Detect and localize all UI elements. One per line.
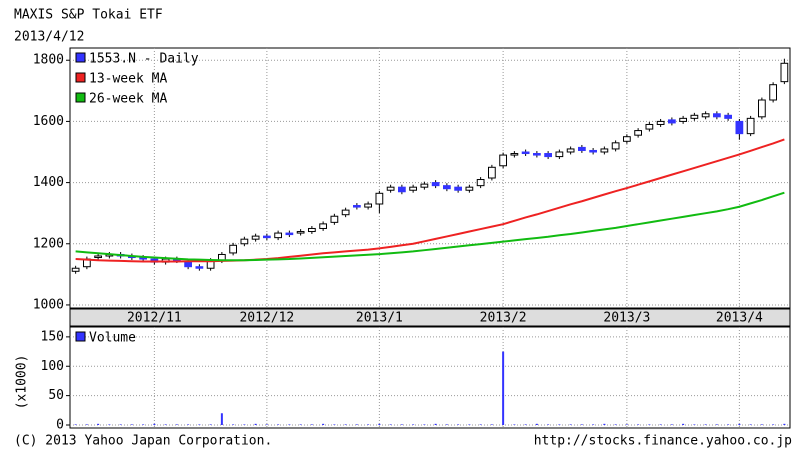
- candle-body: [735, 120, 744, 135]
- candle-body: [746, 117, 755, 135]
- candle-body: [780, 62, 789, 83]
- candle-body: [724, 114, 732, 119]
- legend-label: 26-week MA: [89, 92, 167, 107]
- chart-title: MAXIS S&P Tokai ETF: [14, 8, 163, 23]
- legend-swatch: [75, 331, 86, 342]
- candle-body: [94, 255, 102, 259]
- y-tick-label: 1600: [33, 114, 64, 129]
- candle-body: [701, 113, 710, 118]
- legend-label: 1553.N - Daily: [89, 52, 199, 67]
- candle-body: [476, 179, 485, 187]
- candle-body: [330, 215, 339, 223]
- candle-body: [296, 231, 305, 234]
- candle-body: [465, 186, 474, 191]
- y-tick-label: 1400: [33, 175, 64, 190]
- candle-body: [499, 154, 507, 167]
- candle-body: [308, 227, 316, 233]
- candle-body: [510, 153, 519, 156]
- candle-body: [240, 238, 249, 245]
- candle-body: [274, 232, 282, 239]
- candle-body: [600, 148, 609, 153]
- candle-body: [758, 99, 766, 118]
- candle-body: [544, 153, 552, 158]
- candle-body: [566, 148, 575, 153]
- y-tick-label: 1800: [33, 53, 64, 68]
- y-axis-label: (x1000): [15, 355, 30, 410]
- candle-body: [71, 267, 80, 272]
- chart-subtitle: 2013/4/12: [14, 30, 84, 45]
- y-tick-label: 150: [41, 329, 64, 344]
- candle-body: [375, 192, 384, 205]
- candle-body: [578, 146, 586, 151]
- volume-plot-frame: [69, 326, 791, 429]
- candle-body: [409, 186, 417, 191]
- candle-body: [319, 223, 327, 229]
- legend-swatch: [75, 52, 86, 63]
- legend-label: Volume: [89, 331, 136, 346]
- candle-body: [229, 244, 237, 254]
- moving-average-line: [75, 191, 785, 262]
- candle-body: [533, 153, 541, 156]
- candle-body: [454, 186, 462, 191]
- x-tick-label: 2013/2: [480, 311, 527, 326]
- candle-body: [623, 136, 631, 142]
- candle-body: [488, 166, 496, 179]
- candle-body: [364, 203, 372, 208]
- candle-body: [611, 142, 620, 150]
- candle-body: [645, 123, 654, 130]
- copyright: (C) 2013 Yahoo Japan Corporation.: [14, 434, 272, 449]
- candle-body: [431, 182, 440, 187]
- candle-body: [263, 235, 271, 239]
- candle-body: [656, 120, 665, 125]
- candle-body: [420, 183, 429, 188]
- candle-body: [398, 186, 406, 193]
- legend-label: 13-week MA: [89, 72, 167, 87]
- moving-average-line: [75, 138, 785, 263]
- legend-swatch: [75, 72, 86, 83]
- candle-body: [634, 130, 642, 136]
- candle-body: [589, 149, 597, 153]
- x-tick-label: 2013/1: [356, 311, 403, 326]
- legend-swatch: [75, 92, 86, 103]
- y-tick-label: 1000: [33, 297, 64, 312]
- candle-body: [386, 186, 395, 191]
- candle-body: [353, 205, 361, 208]
- candle-body: [285, 232, 294, 236]
- candle-body: [555, 151, 564, 158]
- y-tick-label: 50: [48, 388, 64, 403]
- y-tick-label: 1200: [33, 236, 64, 251]
- candle-body: [769, 84, 777, 101]
- candle-body: [184, 261, 192, 268]
- candle-body: [713, 113, 721, 118]
- y-tick-label: 0: [56, 418, 64, 433]
- date-axis-band: [69, 308, 791, 327]
- price-plot-frame: [69, 47, 791, 309]
- x-tick-label: 2013/3: [603, 311, 650, 326]
- x-tick-label: 2012/12: [239, 311, 294, 326]
- x-tick-label: 2013/4: [716, 311, 763, 326]
- candle-body: [443, 185, 451, 190]
- candle-body: [251, 235, 260, 240]
- candle-body: [690, 114, 699, 119]
- candle-body: [195, 266, 204, 269]
- x-tick-label: 2012/11: [127, 311, 182, 326]
- candle-body: [679, 117, 687, 122]
- candle-body: [341, 209, 350, 216]
- source-url: http://stocks.finance.yahoo.co.jp: [534, 434, 792, 449]
- candle-body: [521, 151, 530, 155]
- candle-body: [668, 119, 676, 124]
- y-tick-label: 100: [41, 359, 64, 374]
